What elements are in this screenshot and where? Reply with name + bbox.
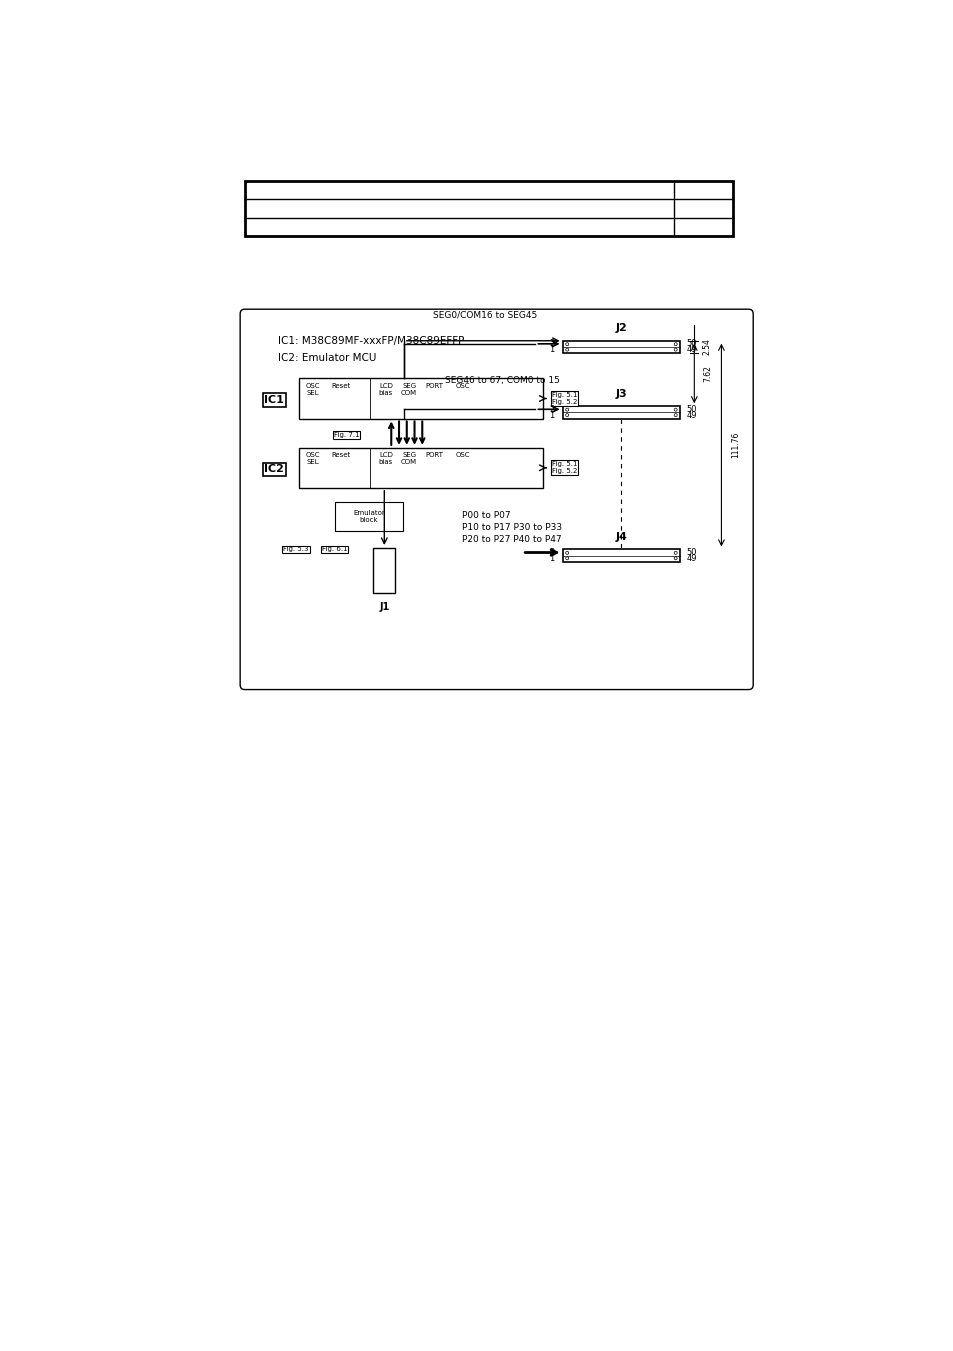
Text: OSC: OSC [456, 384, 470, 389]
Text: P10 to P17 P30 to P33: P10 to P17 P30 to P33 [461, 523, 561, 532]
Text: SEG
COM: SEG COM [400, 384, 416, 396]
Text: SEG
COM: SEG COM [400, 453, 416, 465]
Text: IC1: IC1 [264, 394, 284, 405]
Text: 50: 50 [686, 549, 697, 557]
Text: 2: 2 [549, 405, 555, 413]
Text: 49: 49 [686, 554, 697, 563]
Text: 2: 2 [549, 339, 555, 349]
Text: OSC
SEL: OSC SEL [305, 453, 320, 465]
Text: Emulator
block: Emulator block [353, 509, 384, 523]
Text: LCD
bias: LCD bias [378, 453, 393, 465]
Text: Fig. 5.3: Fig. 5.3 [283, 546, 309, 553]
Text: 50: 50 [686, 405, 697, 413]
Text: 111.76: 111.76 [730, 432, 739, 458]
Bar [562, 340, 679, 353]
Text: Fig. 6.1: Fig. 6.1 [321, 546, 347, 553]
Text: SEG46 to 67, COM0 to 15: SEG46 to 67, COM0 to 15 [445, 376, 559, 385]
Text: IC2: IC2 [264, 465, 284, 474]
Text: PORT: PORT [425, 384, 443, 389]
Text: 49: 49 [686, 346, 697, 354]
Text: J4: J4 [615, 532, 627, 542]
Text: Fig. 5.1
Fig. 5.2: Fig. 5.1 Fig. 5.2 [552, 461, 577, 474]
Text: J3: J3 [615, 389, 627, 399]
Bar [298, 378, 542, 419]
Text: 50: 50 [686, 339, 697, 349]
Text: J2: J2 [615, 323, 627, 334]
Text: P00 to P07: P00 to P07 [461, 511, 510, 520]
Text: 1: 1 [549, 411, 555, 420]
Text: J1: J1 [378, 601, 389, 612]
Bar [373, 549, 395, 593]
Text: PORT: PORT [425, 453, 443, 458]
Text: OSC
SEL: OSC SEL [305, 384, 320, 396]
Text: SEG0/COM16 to SEG45: SEG0/COM16 to SEG45 [433, 311, 537, 319]
Text: OSC: OSC [456, 453, 470, 458]
Text: 49: 49 [686, 411, 697, 420]
Bar [562, 550, 679, 562]
Text: Fig. 7.1: Fig. 7.1 [334, 432, 358, 438]
Bar [298, 447, 542, 488]
Text: IC1: M38C89MF-xxxFP/M38C89EFFP: IC1: M38C89MF-xxxFP/M38C89EFFP [278, 336, 464, 346]
Bar [562, 407, 679, 419]
Text: 2.54: 2.54 [701, 339, 710, 355]
Text: Reset: Reset [331, 384, 350, 389]
Text: 2: 2 [549, 549, 555, 557]
Text: Reset: Reset [331, 453, 350, 458]
Text: 1: 1 [549, 554, 555, 563]
Text: 7.62: 7.62 [703, 365, 712, 382]
Text: 1: 1 [549, 346, 555, 354]
Bar [335, 501, 402, 531]
Text: LCD
bias: LCD bias [378, 384, 393, 396]
Text: IC2: Emulator MCU: IC2: Emulator MCU [278, 353, 376, 363]
Text: P20 to P27 P40 to P47: P20 to P27 P40 to P47 [461, 535, 560, 544]
Text: Fig. 5.1
Fig. 5.2: Fig. 5.1 Fig. 5.2 [552, 392, 577, 405]
